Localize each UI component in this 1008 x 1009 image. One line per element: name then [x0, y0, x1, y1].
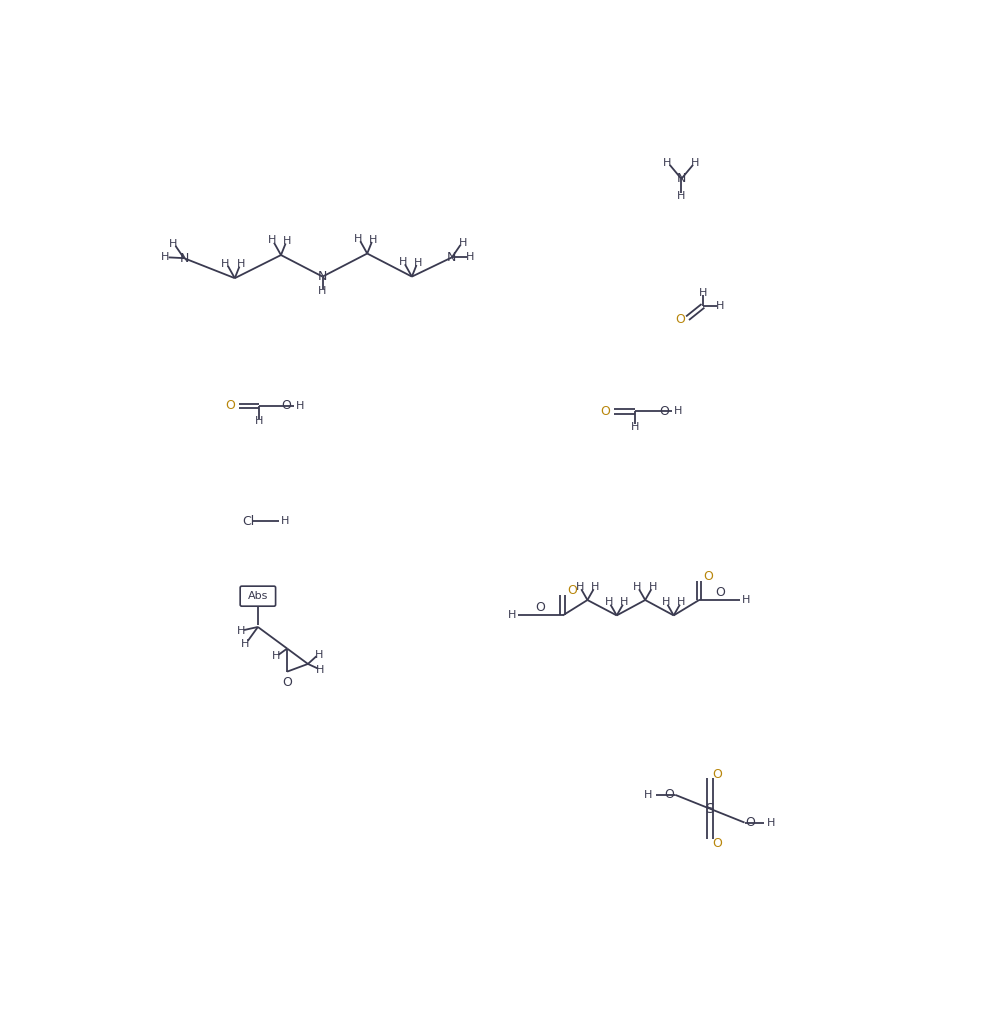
- Text: H: H: [691, 158, 700, 169]
- Text: O: O: [704, 570, 714, 583]
- Text: O: O: [568, 584, 577, 597]
- Text: H: H: [314, 650, 323, 660]
- Text: H: H: [169, 238, 177, 248]
- Text: H: H: [576, 582, 584, 592]
- Text: H: H: [649, 582, 657, 592]
- Text: H: H: [222, 258, 230, 268]
- Text: O: O: [664, 788, 674, 801]
- Text: H: H: [161, 252, 169, 262]
- Text: H: H: [662, 597, 670, 607]
- Text: H: H: [237, 259, 245, 269]
- Text: Abs: Abs: [248, 591, 268, 601]
- Text: N: N: [318, 270, 328, 284]
- Text: N: N: [448, 251, 457, 264]
- Text: H: H: [296, 401, 304, 411]
- Text: H: H: [398, 257, 407, 267]
- Text: O: O: [600, 405, 610, 418]
- Text: S: S: [706, 802, 715, 815]
- Text: H: H: [255, 417, 264, 427]
- Text: H: H: [283, 236, 291, 246]
- Text: H: H: [369, 235, 378, 244]
- Text: O: O: [746, 816, 756, 829]
- Text: H: H: [631, 422, 639, 432]
- Text: H: H: [241, 639, 250, 649]
- Text: H: H: [591, 582, 600, 592]
- Text: O: O: [675, 313, 684, 326]
- Text: H: H: [716, 301, 724, 311]
- Text: H: H: [644, 790, 652, 800]
- Text: N: N: [179, 251, 188, 264]
- Text: H: H: [742, 595, 750, 605]
- Text: H: H: [414, 257, 422, 267]
- Text: O: O: [225, 400, 235, 413]
- Text: H: H: [699, 288, 708, 298]
- Text: H: H: [237, 626, 245, 636]
- Text: H: H: [605, 597, 613, 607]
- Text: Cl: Cl: [243, 515, 255, 528]
- Text: N: N: [676, 173, 686, 186]
- Text: H: H: [663, 158, 671, 169]
- Text: H: H: [459, 238, 467, 248]
- Text: O: O: [659, 405, 669, 418]
- Text: H: H: [633, 582, 642, 592]
- Text: H: H: [354, 234, 362, 244]
- Text: H: H: [677, 597, 685, 607]
- Text: H: H: [620, 597, 629, 607]
- Text: O: O: [716, 586, 726, 598]
- Text: H: H: [272, 651, 280, 661]
- Text: H: H: [317, 665, 325, 675]
- Text: H: H: [767, 817, 776, 827]
- Text: O: O: [713, 768, 723, 781]
- FancyBboxPatch shape: [240, 586, 275, 606]
- Text: H: H: [508, 610, 516, 621]
- Text: H: H: [267, 235, 276, 245]
- Text: O: O: [535, 601, 544, 614]
- Text: H: H: [674, 407, 682, 417]
- Text: H: H: [319, 287, 327, 297]
- Text: H: H: [280, 517, 289, 527]
- Text: O: O: [281, 400, 291, 413]
- Text: H: H: [467, 252, 475, 262]
- Text: O: O: [713, 836, 723, 850]
- Text: O: O: [282, 676, 292, 689]
- Text: H: H: [677, 191, 685, 201]
